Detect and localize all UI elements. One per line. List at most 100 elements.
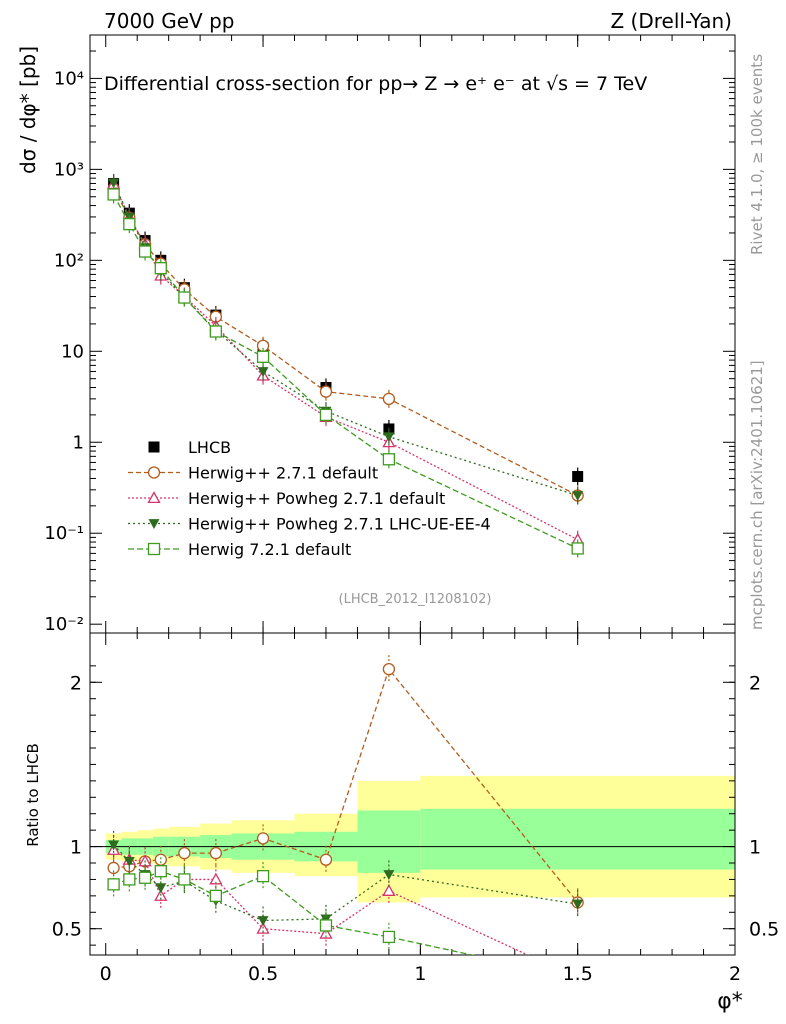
ratio-data-point xyxy=(107,878,120,891)
ratio-data-point xyxy=(123,856,135,867)
data-point xyxy=(108,178,120,189)
ratio-xtick-label: 1.5 xyxy=(563,963,593,985)
legend-marker xyxy=(147,542,161,556)
ratio-plot-frame xyxy=(89,632,736,956)
ratio-data-point xyxy=(155,883,167,894)
data-point xyxy=(319,385,333,398)
ratio-data-point xyxy=(382,662,396,676)
legend-marker xyxy=(147,491,161,504)
ratio-xtick-label: 0.5 xyxy=(248,963,278,985)
main-ytick-label: 10³ xyxy=(54,159,84,180)
ratio-series-line xyxy=(113,667,579,903)
ratio-xtick-label: 2 xyxy=(729,963,741,985)
ratio-data-point xyxy=(108,840,120,851)
data-point xyxy=(154,262,167,275)
ratio-ytick-label: 0.5 xyxy=(52,919,82,941)
data-point xyxy=(257,367,269,377)
ratio-series-line xyxy=(113,844,578,922)
ratio-data-point xyxy=(319,919,333,932)
header-left: 7000 GeV pp xyxy=(104,9,235,33)
ratio-xlabel: φ* xyxy=(717,989,743,1014)
main-series-group xyxy=(106,173,585,558)
ratio-ytick-label: 1 xyxy=(70,837,82,859)
ratio-series-herwig-powheg-2-7-1-default xyxy=(106,835,530,955)
legend-label: LHCB xyxy=(188,438,231,457)
data-point xyxy=(382,392,396,406)
main-plot-frame xyxy=(89,34,736,634)
data-point xyxy=(572,471,584,483)
ratio-xtick-label: 0 xyxy=(100,963,112,985)
ratio-axes: 0.5 0.5 1 1 2 2 0 0.5 1 1.5 2 xyxy=(52,633,779,985)
series-line xyxy=(113,182,578,497)
ratio-series-line xyxy=(113,870,476,955)
legend-entry-herwig-7-2-1-default: Herwig 7.2.1 default xyxy=(128,540,351,559)
rivet-version-label: Rivet 4.1.0, ≥ 100k events xyxy=(748,54,766,255)
ratio-ytick-label-right: 0.5 xyxy=(749,919,779,941)
data-point xyxy=(319,408,333,422)
series-line xyxy=(113,194,578,550)
legend-label: Herwig++ Powheg 2.7.1 default xyxy=(188,489,445,508)
main-ytick-label: 10⁻¹ xyxy=(44,523,84,544)
header-right: Z (Drell-Yan) xyxy=(610,9,732,33)
main-ytick-label: 10 xyxy=(61,341,84,362)
ratio-data-point xyxy=(209,889,223,903)
ratio-ylabel: Ratio to LHCB xyxy=(24,743,42,847)
green-band-bin xyxy=(357,810,421,873)
data-point xyxy=(209,325,223,338)
analysis-tag: (LHCB_2012_I1208102) xyxy=(339,592,492,607)
data-point xyxy=(383,432,395,443)
ratio-ytick-label-right: 1 xyxy=(749,837,761,859)
ratio-data-point xyxy=(382,930,396,944)
ratio-data-point xyxy=(107,861,120,875)
main-ytick-label: 1 xyxy=(73,432,84,453)
ratio-series-herwig-7-2-1-default xyxy=(107,857,476,955)
ratio-data-point xyxy=(383,870,395,880)
green-band-bin xyxy=(420,808,735,870)
main-ytick-label: 10² xyxy=(54,250,84,271)
series-herwig-powheg-2-7-1-lhc-ue-ee-4 xyxy=(108,173,584,505)
ratio-data-point xyxy=(154,853,167,866)
ratio-data-point xyxy=(178,873,191,886)
main-axes: 10⁻² 10⁻¹ 1 10 10² 10³ 10⁴ xyxy=(44,34,736,635)
legend-entry-herwig-2-7-1-default: Herwig++ 2.7.1 default xyxy=(128,464,378,483)
series-herwig-2-7-1-default xyxy=(107,179,584,505)
ratio-xtick-label: 1 xyxy=(414,963,426,985)
data-point xyxy=(571,542,584,555)
legend-label: Herwig++ Powheg 2.7.1 LHC-UE-EE-4 xyxy=(188,515,491,534)
legend-label: Herwig 7.2.1 default xyxy=(188,540,351,559)
ratio-data-point xyxy=(138,871,152,884)
ratio-data-point xyxy=(572,899,584,910)
main-ytick-label: 10⁴ xyxy=(54,68,84,89)
series-herwig-7-2-1-default xyxy=(107,185,584,558)
data-point xyxy=(138,245,152,258)
ratio-ytick-label: 2 xyxy=(70,672,82,694)
legend-marker xyxy=(148,441,160,453)
ratio-data-point xyxy=(319,853,333,866)
ratio-data-point xyxy=(123,873,136,886)
main-title: Differential cross-section for pp→ Z → e… xyxy=(104,73,647,95)
main-ytick-label: 10⁻² xyxy=(44,614,84,635)
ratio-data-point xyxy=(209,846,223,860)
data-point xyxy=(107,188,120,201)
ratio-series-line xyxy=(113,849,530,955)
legend-entry-herwig-powheg-2-7-1-lhc-ue-ee-4: Herwig++ Powheg 2.7.1 LHC-UE-EE-4 xyxy=(128,515,491,534)
ratio-data-point xyxy=(256,869,270,883)
legend: LHCB Herwig++ 2.7.1 default Herwig++ Powhe… xyxy=(128,438,491,559)
ratio-data-point xyxy=(257,916,269,926)
legend-label: Herwig++ 2.7.1 default xyxy=(188,464,378,483)
ratio-ytick-label-right: 2 xyxy=(749,672,761,694)
ratio-series-group xyxy=(106,655,584,955)
ratio-data-point xyxy=(382,884,396,896)
series-lhcb xyxy=(108,174,584,486)
ratio-data-point xyxy=(154,865,167,878)
main-ylabel: dσ / dφ* [pb] xyxy=(16,46,40,174)
legend-entry-herwig-powheg-2-7-1-default: Herwig++ Powheg 2.7.1 default xyxy=(128,489,445,508)
data-point xyxy=(256,350,270,363)
legend-entry-lhcb: LHCB xyxy=(148,438,231,457)
data-point xyxy=(572,491,584,501)
data-point xyxy=(382,453,396,466)
legend-marker xyxy=(147,466,161,479)
ratio-data-point xyxy=(178,846,191,860)
mcplots-citation-label: mcplots.cern.ch [arXiv:2401.10621] xyxy=(748,360,766,630)
